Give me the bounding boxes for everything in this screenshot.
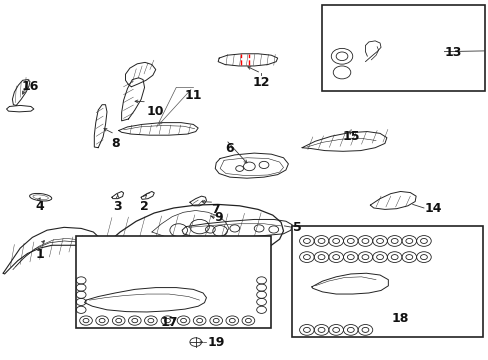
Text: 13: 13 — [444, 46, 461, 59]
Text: 4: 4 — [35, 200, 44, 213]
Text: 16: 16 — [21, 80, 39, 93]
Text: 10: 10 — [147, 105, 164, 118]
Text: 15: 15 — [342, 130, 360, 143]
Bar — [292, 226, 483, 337]
Text: 1: 1 — [35, 248, 44, 261]
Bar — [76, 236, 271, 328]
Text: 3: 3 — [113, 200, 122, 213]
Text: 18: 18 — [391, 312, 408, 325]
Text: 14: 14 — [424, 202, 442, 215]
Bar — [321, 5, 484, 91]
Text: 19: 19 — [207, 336, 225, 348]
Text: 17: 17 — [160, 316, 177, 329]
Text: 7: 7 — [210, 203, 219, 216]
Text: 8: 8 — [111, 137, 120, 150]
Text: 6: 6 — [224, 142, 233, 156]
Text: 9: 9 — [214, 211, 223, 224]
Text: 11: 11 — [184, 89, 202, 102]
Text: 12: 12 — [252, 76, 270, 89]
Text: 2: 2 — [140, 200, 149, 213]
Text: 5: 5 — [293, 221, 302, 234]
